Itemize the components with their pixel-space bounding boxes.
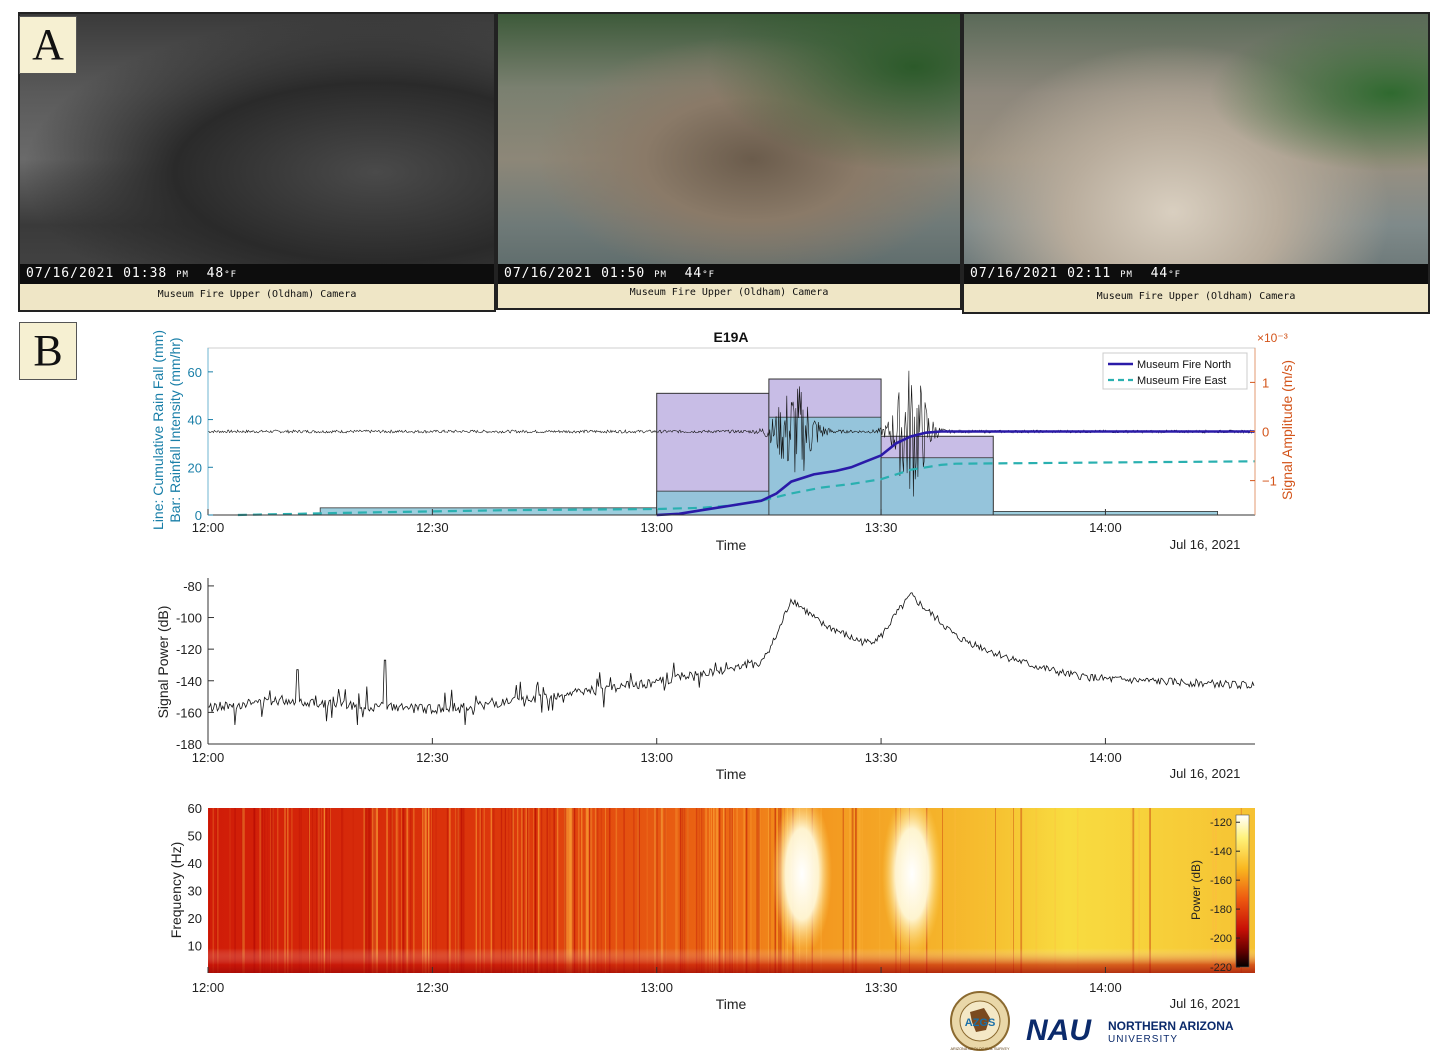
y-tick-label-60: 60 <box>188 365 202 380</box>
colorbar-tick-label--180: -180 <box>1210 904 1232 916</box>
chart1-ylabel-left-2: Bar: Rainfall Intensity (mm/hr) <box>167 337 183 522</box>
colorbar-label: Power (dB) <box>1189 860 1203 920</box>
nau-mark: NAU <box>1026 1014 1092 1047</box>
x-tick-label-1300: 13:00 <box>640 750 673 765</box>
azgs-text: AZGS <box>965 1017 996 1029</box>
y-tick-label-20: 20 <box>188 911 202 926</box>
x-tick-label-1300: 13:00 <box>640 980 673 995</box>
line-museum-fire-north <box>656 430 1255 517</box>
x-tick-label-1300: 13:00 <box>640 520 673 535</box>
colorbar <box>1235 814 1250 968</box>
y-right-tick-label-0: 0 <box>1262 425 1269 440</box>
camera-photo-1 <box>20 14 494 278</box>
chart1-date-label: Jul 16, 2021 <box>1170 537 1241 552</box>
camera-frame-2: 07/16/2021 01:50 PM 44°F Museum Fire Upp… <box>496 12 962 310</box>
y-tick-label--140: -140 <box>176 674 202 689</box>
camera-photo-2 <box>498 14 960 278</box>
x-tick-label-1230: 12:30 <box>416 520 449 535</box>
chart2-ylabel: Signal Power (dB) <box>155 606 171 719</box>
y-tick-label-0: 0 <box>195 508 202 523</box>
camera-timestamp-3: 07/16/2021 02:11 PM 44°F <box>970 266 1182 281</box>
y-tick-label-20: 20 <box>188 460 202 475</box>
y-tick-label-50: 50 <box>188 829 202 844</box>
nau-name-line2: UNIVERSITY <box>1108 1034 1178 1045</box>
camera-caption-2: Museum Fire Upper (Oldham) Camera <box>629 287 829 298</box>
chart3-date-label: Jul 16, 2021 <box>1170 996 1241 1011</box>
azgs-ring-text: ARIZONA GEOLOGICAL SURVEY <box>950 1047 1010 1051</box>
x-tick-label-1230: 12:30 <box>416 980 449 995</box>
x-tick-label-1400: 14:00 <box>1089 520 1122 535</box>
y-tick-label-40: 40 <box>188 413 202 428</box>
timestamp-bar <box>964 264 1428 284</box>
camera-frame-3: 07/16/2021 02:11 PM 44°F Museum Fire Upp… <box>962 12 1430 314</box>
camera-photo-3 <box>964 14 1428 278</box>
timestamp-bar <box>498 264 960 284</box>
y-tick-label--80: -80 <box>183 579 202 594</box>
y-tick-label-10: 10 <box>188 939 202 954</box>
camera-caption-3: Museum Fire Upper (Oldham) Camera <box>1096 291 1296 302</box>
panel-label-a: A <box>19 16 77 74</box>
x-tick-label-1200: 12:00 <box>192 980 225 995</box>
x-tick-label-1200: 12:00 <box>192 520 225 535</box>
azgs-logo: AZGS ARIZONA GEOLOGICAL SURVEY <box>950 991 1010 1051</box>
x-tick-label-1330: 13:30 <box>865 980 898 995</box>
signal-power-chart: 12:00 12:30 13:00 13:30 14:00 -180 -160 -140 -1… <box>155 578 1255 782</box>
x-tick-label-1330: 13:30 <box>865 750 898 765</box>
chart3-xlabel: Time <box>716 996 747 1012</box>
x-tick-label-1200: 12:00 <box>192 750 225 765</box>
chart1-xlabel: Time <box>716 537 747 553</box>
camera-caption-1: Museum Fire Upper (Oldham) Camera <box>157 289 357 300</box>
camera-timestamp-1: 07/16/2021 01:38 PM 48°F <box>26 266 238 281</box>
chart1-ylabel-right: Signal Amplitude (m/s) <box>1279 360 1295 500</box>
camera-timestamp-2: 07/16/2021 01:50 PM 44°F <box>504 266 716 281</box>
y-right-tick-label-1: 1 <box>1262 375 1269 390</box>
panel-label-b: B <box>19 322 77 380</box>
y-right-tick-label--1: −1 <box>1262 474 1277 489</box>
chart3-ylabel: Frequency (Hz) <box>168 842 184 938</box>
x-tick-label-1400: 14:00 <box>1089 980 1122 995</box>
colorbar-tick-label--140: -140 <box>1210 846 1232 858</box>
timestamp-bar <box>20 264 494 284</box>
colorbar-tick-label--160: -160 <box>1210 875 1232 887</box>
logos: AZGS ARIZONA GEOLOGICAL SURVEY NAU NORTH… <box>950 991 1234 1051</box>
nau-name-line1: NORTHERN ARIZONA <box>1108 1019 1234 1033</box>
x-tick-label-1400: 14:00 <box>1089 750 1122 765</box>
colorbar-tick-label--200: -200 <box>1210 933 1232 945</box>
spectrogram-chart: 12:00 12:30 13:00 13:30 14:00 10 20 30 40 50 60 -… <box>168 801 1255 1012</box>
chart2-date-label: Jul 16, 2021 <box>1170 766 1241 781</box>
colorbar-tick-label--120: -120 <box>1210 817 1232 829</box>
chart1-title: E19A <box>713 329 748 345</box>
colorbar-tick-label--220: -220 <box>1210 962 1232 974</box>
bar-east-3 <box>880 457 994 516</box>
signal-power-line <box>207 592 1255 726</box>
legend-museum-fire-north: Museum Fire North <box>1137 359 1231 371</box>
chart1-legend: Museum Fire North Museum Fire East <box>1102 352 1248 390</box>
y-tick-label-30: 30 <box>188 884 202 899</box>
chart1-ylabel-left-1: Line: Cumulative Rain Fall (mm) <box>150 330 166 530</box>
chart1-right-scale: ×10⁻³ <box>1257 331 1288 345</box>
y-tick-label--160: -160 <box>176 705 202 720</box>
y-tick-label-60: 60 <box>188 801 202 816</box>
legend-museum-fire-east: Museum Fire East <box>1137 375 1226 387</box>
camera-frame-1: 07/16/2021 01:38 PM 48°F Museum Fire Upp… <box>18 12 496 312</box>
nau-logo: NAU NORTHERN ARIZONA UNIVERSITY <box>1026 1014 1234 1047</box>
line-museum-fire-east <box>237 460 1256 517</box>
y-tick-label--180: -180 <box>176 737 202 752</box>
y-tick-label--120: -120 <box>176 642 202 657</box>
x-tick-label-1330: 13:30 <box>865 520 898 535</box>
y-tick-label--100: -100 <box>176 611 202 626</box>
y-tick-label-40: 40 <box>188 856 202 871</box>
chart2-xlabel: Time <box>716 766 747 782</box>
x-tick-label-1230: 12:30 <box>416 750 449 765</box>
rainfall-amplitude-chart: E19A 12:00 12:30 13:00 13:30 14:00 0 20 40 60 −… <box>150 329 1295 553</box>
